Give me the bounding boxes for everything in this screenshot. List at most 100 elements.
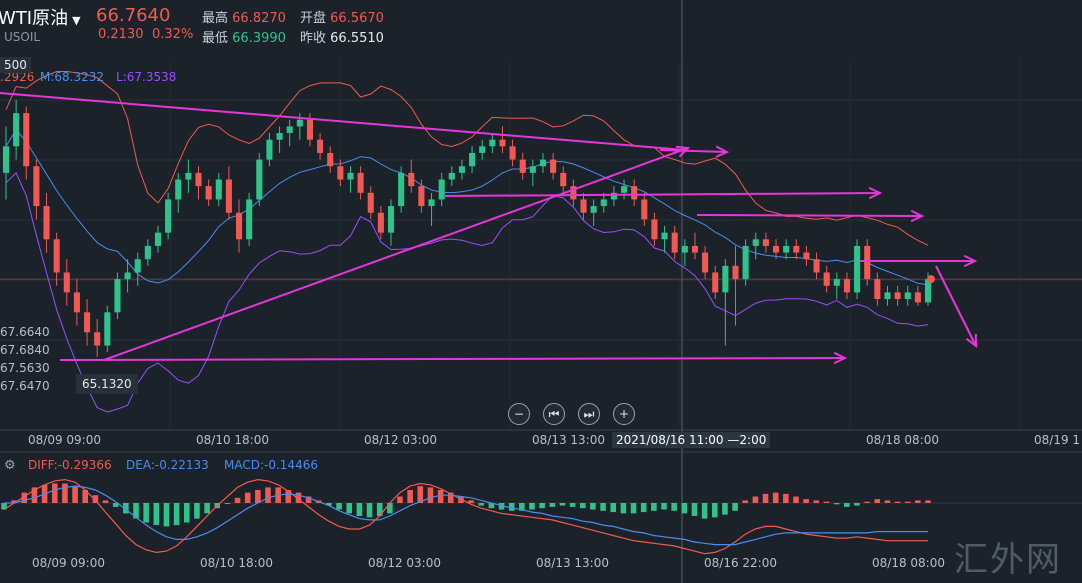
candle-body bbox=[63, 272, 70, 293]
candle-body bbox=[296, 119, 303, 127]
macd-histogram-bar bbox=[204, 503, 210, 514]
scroll-back-button[interactable]: ⏮ bbox=[543, 403, 565, 425]
macd-dea-line bbox=[4, 485, 928, 546]
macd-histogram-bar bbox=[925, 500, 931, 503]
macd-hist-value: MACD:-0.14466 bbox=[224, 458, 318, 472]
candle-body bbox=[914, 292, 921, 303]
macd-histogram-bar bbox=[234, 497, 241, 503]
upper-trend-line bbox=[0, 92, 686, 151]
macd-histogram-bar bbox=[163, 503, 170, 527]
macd-histogram-bar bbox=[833, 503, 840, 505]
macd-x-tick-label: 08/18 08:00 bbox=[872, 556, 945, 570]
low-stat: 最低 66.3990 bbox=[202, 27, 286, 46]
macd-histogram-bar bbox=[884, 500, 891, 503]
y-axis-label: 67.6640 bbox=[0, 325, 50, 339]
macd-histogram-bar bbox=[529, 503, 535, 510]
zoom-in-button[interactable]: + bbox=[613, 403, 635, 425]
candle-body bbox=[560, 172, 567, 187]
candle-body bbox=[337, 166, 344, 180]
chevron-down-icon[interactable]: ▼ bbox=[72, 14, 81, 27]
candle-body bbox=[266, 139, 273, 160]
macd-histogram-bar bbox=[894, 501, 901, 503]
settings-icon[interactable]: ⚙ bbox=[4, 458, 16, 473]
macd-histogram-bar bbox=[437, 490, 444, 503]
candle-body bbox=[691, 245, 699, 253]
candle-body bbox=[854, 245, 861, 293]
candle-body bbox=[874, 279, 881, 300]
candle-body bbox=[722, 265, 729, 293]
candle-body bbox=[246, 199, 253, 240]
macd-diff-line bbox=[3, 478, 928, 555]
macd-histogram-bar bbox=[478, 503, 485, 506]
resistance-arrow-2-head bbox=[910, 209, 925, 223]
macd-histogram-bar bbox=[183, 503, 190, 523]
macd-histogram-bar bbox=[772, 492, 779, 503]
macd-histogram-bar bbox=[742, 500, 749, 503]
prev-close-value: 66.5510 bbox=[330, 31, 384, 46]
macd-histogram-bar bbox=[133, 503, 139, 519]
candle-body bbox=[84, 312, 91, 333]
candle-body bbox=[469, 152, 476, 167]
macd-histogram-bar bbox=[31, 487, 38, 503]
candle-body bbox=[590, 206, 597, 213]
open-stat: 开盘 66.5670 bbox=[300, 7, 384, 26]
candle-body bbox=[519, 159, 526, 173]
boll-mid-line bbox=[5, 128, 929, 286]
candlesticks bbox=[2, 99, 935, 357]
candle-body bbox=[621, 186, 628, 193]
macd-histogram-bar bbox=[255, 490, 261, 503]
scroll-forward-button[interactable]: ⏭ bbox=[578, 403, 600, 425]
candle-body bbox=[347, 172, 354, 180]
candle-body bbox=[256, 159, 263, 200]
candle-body bbox=[306, 119, 313, 140]
candle-body bbox=[600, 199, 607, 207]
candle-body bbox=[479, 146, 486, 153]
candle-body bbox=[529, 166, 536, 173]
zoom-out-button[interactable]: − bbox=[508, 403, 530, 425]
macd-histogram-bar bbox=[793, 496, 799, 503]
candle-body bbox=[783, 245, 790, 253]
candle-body bbox=[651, 219, 658, 240]
macd-histogram-bar bbox=[285, 490, 292, 503]
candle-body bbox=[762, 239, 769, 246]
macd-histogram-bar bbox=[173, 503, 180, 526]
macd-histogram-bar bbox=[62, 483, 68, 503]
high-label: 最高 bbox=[202, 11, 229, 26]
candle-body bbox=[499, 139, 506, 147]
macd-histogram-bar bbox=[224, 503, 231, 504]
macd-histogram-bar bbox=[549, 503, 556, 507]
macd-x-tick-label: 08/09 09:00 bbox=[32, 556, 105, 570]
candle-body bbox=[894, 292, 901, 300]
candle-body bbox=[712, 272, 719, 293]
macd-histogram-bar bbox=[376, 503, 383, 516]
candle-body bbox=[570, 186, 577, 200]
macd-histogram-bar bbox=[915, 500, 921, 503]
trend-extension-arrow bbox=[659, 149, 728, 153]
macd-histogram-bar bbox=[397, 496, 403, 503]
macd-x-tick-label: 08/10 18:00 bbox=[200, 556, 273, 570]
instrument-title[interactable]: WTI原油 ▼ bbox=[0, 4, 81, 30]
candle-body bbox=[428, 199, 435, 207]
macd-histogram-bar bbox=[508, 503, 515, 511]
macd-histogram-bar bbox=[194, 503, 200, 519]
bollinger-bands bbox=[5, 71, 929, 413]
macd-histogram-bar bbox=[701, 503, 708, 519]
resistance-arrow-1 bbox=[444, 192, 881, 197]
macd-histogram-bar bbox=[813, 500, 820, 503]
x-tick-label: 08/10 18:00 bbox=[196, 433, 269, 447]
macd-histogram-bar bbox=[366, 503, 373, 518]
candle-body bbox=[175, 179, 182, 200]
macd-histogram-bar bbox=[590, 503, 596, 510]
candle-body bbox=[742, 245, 749, 280]
macd-histogram-bar bbox=[722, 503, 728, 515]
macd-histogram-bar bbox=[305, 496, 312, 503]
macd-panel bbox=[0, 478, 1082, 555]
macd-histogram-bar bbox=[447, 492, 454, 503]
candle-body bbox=[317, 139, 324, 153]
macd-histogram-bar bbox=[326, 503, 332, 506]
candle-body bbox=[681, 245, 688, 253]
macd-histogram-bar bbox=[82, 490, 89, 503]
candle-body bbox=[904, 292, 911, 300]
